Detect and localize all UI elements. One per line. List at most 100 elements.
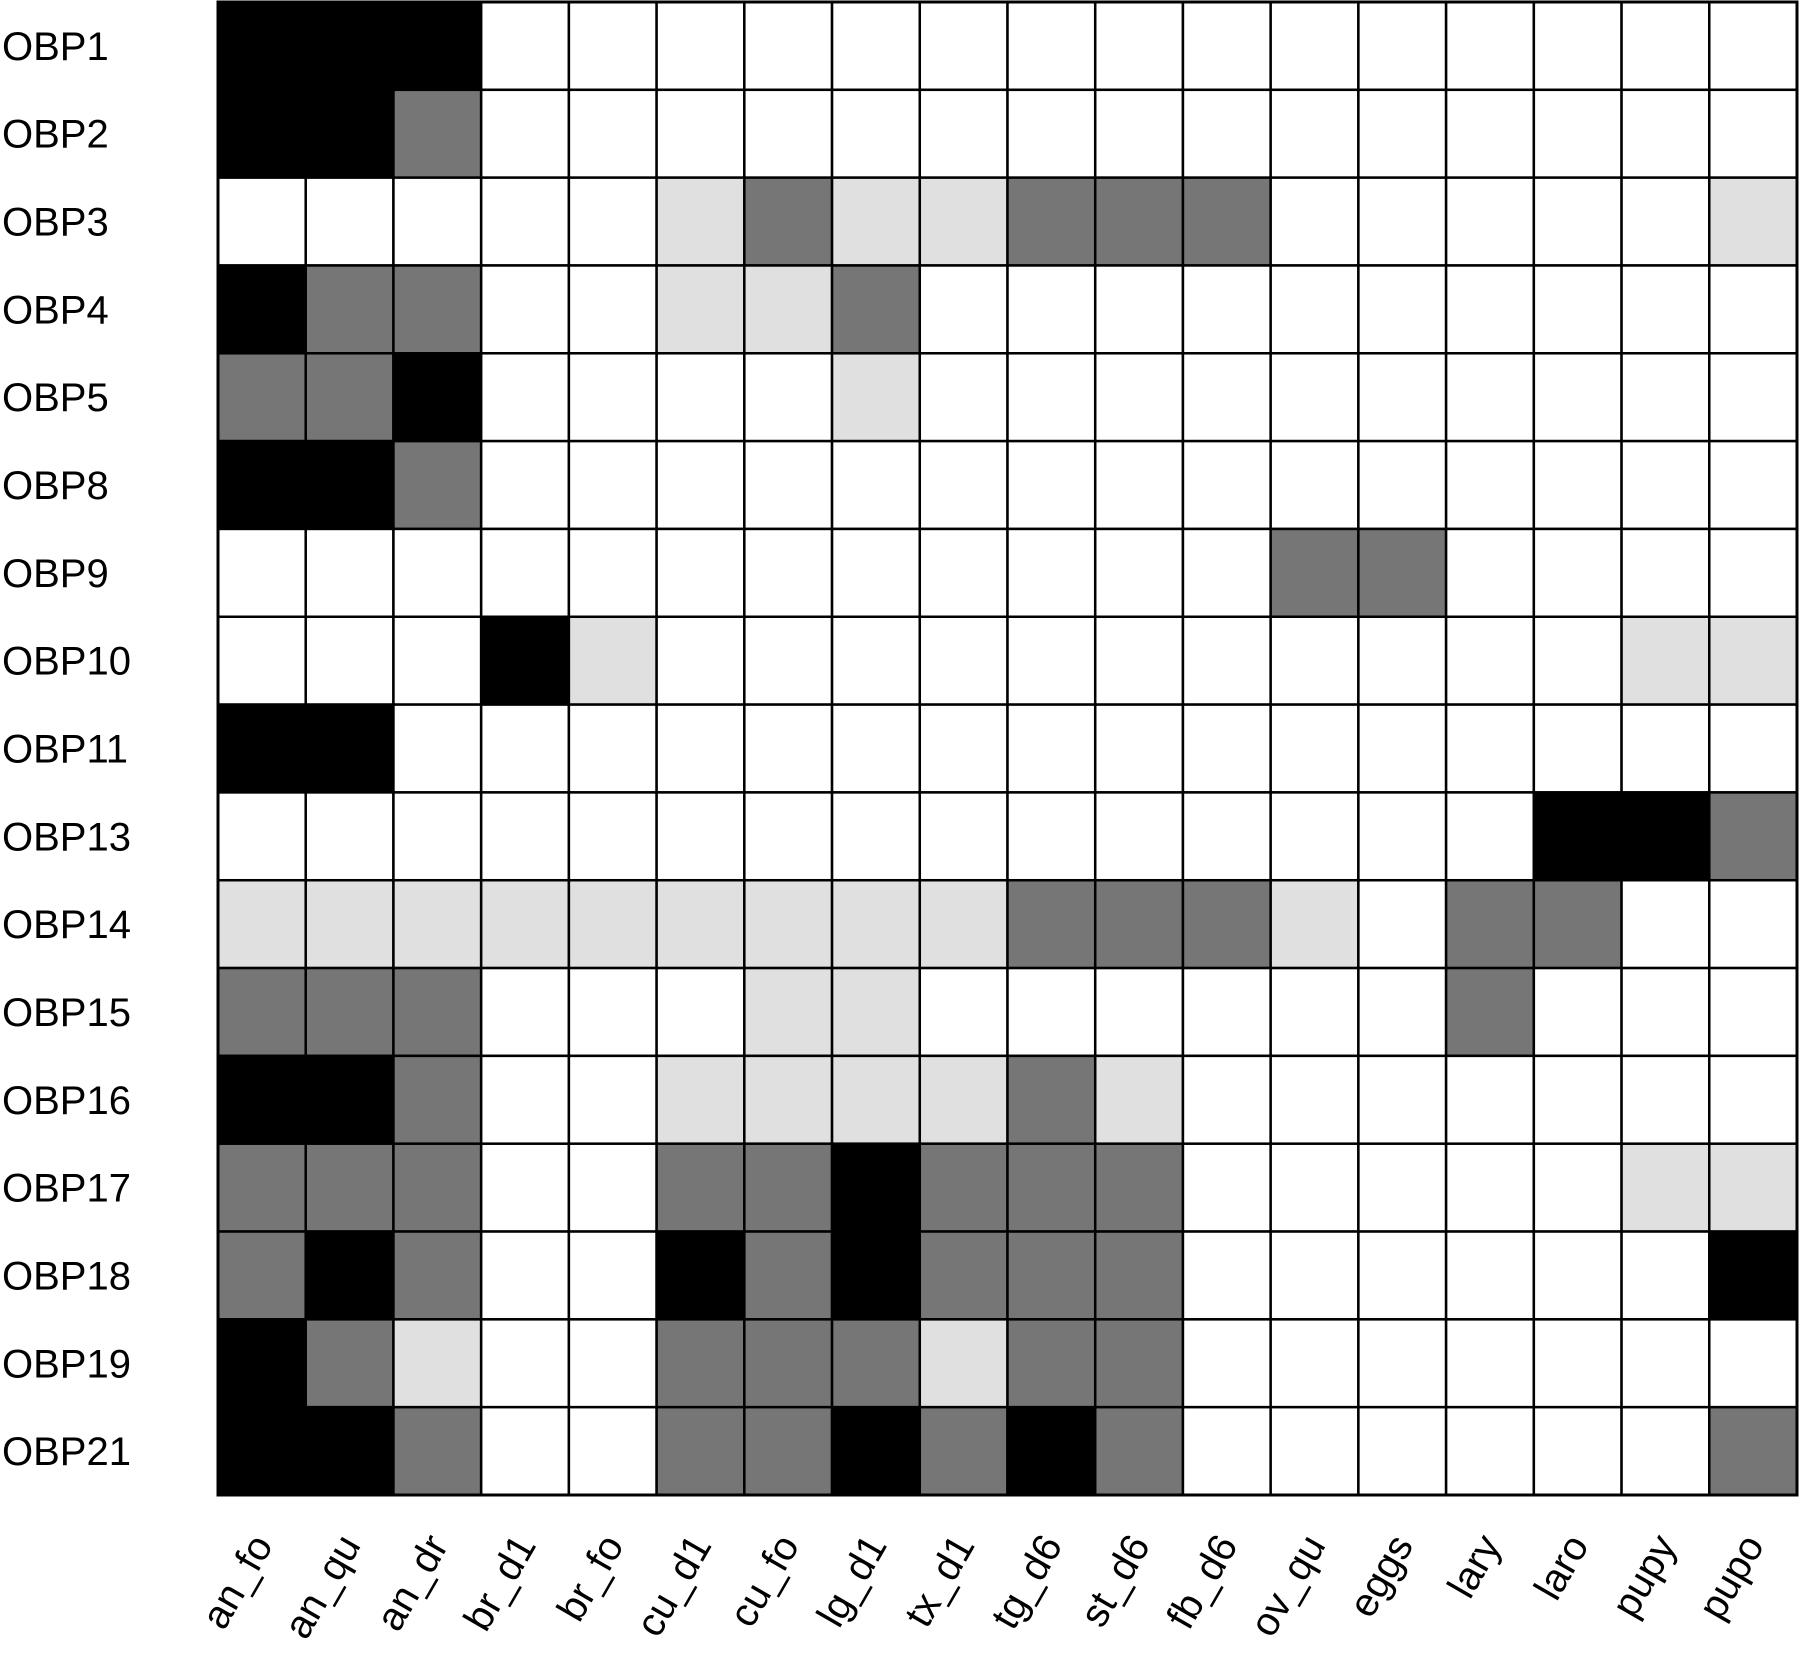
heatmap-cell-obp16-pupy xyxy=(1620,1054,1711,1145)
heatmap-cell-obp5-lg-d1 xyxy=(830,352,922,443)
heatmap-cell-obp11-an-fo xyxy=(216,703,307,794)
heatmap-cell-obp18-an-fo xyxy=(216,1230,307,1321)
heatmap-cell-obp14-fb-d6 xyxy=(1181,878,1272,970)
heatmap-cell-obp4-laro xyxy=(1532,264,1623,355)
heatmap-cell-obp8-br-d1 xyxy=(479,439,571,531)
heatmap-cell-obp3-pupo xyxy=(1708,176,1799,267)
heatmap-cell-obp5-fb-d6 xyxy=(1181,352,1272,443)
heatmap-cell-obp10-pupy xyxy=(1620,615,1711,706)
heatmap-cell-obp11-br-fo xyxy=(567,703,658,794)
heatmap-cell-obp19-laro xyxy=(1532,1318,1623,1409)
column-label-tg-d6: tg_d6 xyxy=(983,1528,1071,1637)
heatmap-cell-obp1-br-d1 xyxy=(479,0,571,92)
heatmap-cell-obp3-lary xyxy=(1444,176,1536,267)
heatmap-cell-obp18-pupy xyxy=(1620,1230,1711,1321)
heatmap-cell-obp13-tx-d1 xyxy=(918,791,1009,882)
heatmap-cell-obp14-br-d1 xyxy=(479,878,571,970)
heatmap-cell-obp19-pupo xyxy=(1708,1318,1799,1409)
heatmap-cell-obp17-cu-d1 xyxy=(655,1142,746,1233)
heatmap-cell-obp1-laro xyxy=(1532,0,1623,92)
heatmap-cell-obp16-lg-d1 xyxy=(830,1054,922,1145)
heatmap-cell-obp3-cu-fo xyxy=(743,176,834,267)
heatmap-cell-obp16-lary xyxy=(1444,1054,1536,1145)
heatmap-cell-obp5-tg-d6 xyxy=(1006,352,1097,443)
heatmap-cell-obp15-pupo xyxy=(1708,966,1799,1058)
heatmap-cell-obp3-pupy xyxy=(1620,176,1711,267)
heatmap-cell-obp21-laro xyxy=(1532,1405,1623,1497)
heatmap-cell-obp16-tg-d6 xyxy=(1006,1054,1097,1145)
heatmap-cell-obp15-an-fo xyxy=(216,966,307,1058)
heatmap-cell-obp19-lary xyxy=(1444,1318,1536,1409)
heatmap-cell-obp2-an-dr xyxy=(392,88,483,179)
heatmap-cell-obp1-tx-d1 xyxy=(918,0,1009,92)
heatmap-cell-obp8-an-qu xyxy=(304,439,395,531)
heatmap-cell-obp15-ov-qu xyxy=(1269,966,1360,1058)
heatmap-cell-obp11-st-d6 xyxy=(1093,703,1185,794)
heatmap-cell-obp3-eggs xyxy=(1357,176,1448,267)
heatmap-cell-obp19-cu-d1 xyxy=(655,1318,746,1409)
heatmap-cell-obp3-tx-d1 xyxy=(918,176,1009,267)
heatmap-cell-obp5-br-d1 xyxy=(479,352,571,443)
heatmap-cell-obp2-tg-d6 xyxy=(1006,88,1097,179)
heatmap-cell-obp5-an-qu xyxy=(304,352,395,443)
heatmap-cell-obp19-br-d1 xyxy=(479,1318,571,1409)
heatmap-cell-obp13-br-d1 xyxy=(479,791,571,882)
heatmap-cell-obp10-laro xyxy=(1532,615,1623,706)
heatmap-cell-obp16-br-fo xyxy=(567,1054,658,1145)
heatmap-cell-obp13-pupo xyxy=(1708,791,1799,882)
heatmap-cell-obp9-an-dr xyxy=(392,527,483,619)
heatmap-cell-obp8-an-fo xyxy=(216,439,307,531)
heatmap-cell-obp5-eggs xyxy=(1357,352,1448,443)
heatmap-cell-obp11-pupo xyxy=(1708,703,1799,794)
heatmap-cell-obp17-br-fo xyxy=(567,1142,658,1233)
heatmap-cell-obp5-pupo xyxy=(1708,352,1799,443)
heatmap-cell-obp15-cu-d1 xyxy=(655,966,746,1058)
heatmap-cell-obp21-eggs xyxy=(1357,1405,1448,1497)
heatmap-cell-obp14-st-d6 xyxy=(1093,878,1185,970)
heatmap-cell-obp10-lg-d1 xyxy=(830,615,922,706)
heatmap-cell-obp4-pupo xyxy=(1708,264,1799,355)
heatmap-cell-obp1-lg-d1 xyxy=(830,0,922,92)
heatmap-cell-obp18-br-fo xyxy=(567,1230,658,1321)
heatmap-cell-obp2-tx-d1 xyxy=(918,88,1009,179)
heatmap-cell-obp13-br-fo xyxy=(567,791,658,882)
heatmap-cell-obp21-ov-qu xyxy=(1269,1405,1360,1497)
heatmap-cell-obp4-an-dr xyxy=(392,264,483,355)
heatmap-cell-obp9-st-d6 xyxy=(1093,527,1185,619)
heatmap-cell-obp13-fb-d6 xyxy=(1181,791,1272,882)
heatmap-cell-obp10-tg-d6 xyxy=(1006,615,1097,706)
column-label-br-d1: br_d1 xyxy=(456,1528,545,1639)
heatmap-cell-obp14-ov-qu xyxy=(1269,878,1360,970)
heatmap-cell-obp8-cu-d1 xyxy=(655,439,746,531)
heatmap-cell-obp8-fb-d6 xyxy=(1181,439,1272,531)
heatmap-cell-obp5-pupy xyxy=(1620,352,1711,443)
heatmap-cell-obp15-pupy xyxy=(1620,966,1711,1058)
heatmap-cell-obp9-fb-d6 xyxy=(1181,527,1272,619)
heatmap-cell-obp17-ov-qu xyxy=(1269,1142,1360,1233)
heatmap-cell-obp17-tx-d1 xyxy=(918,1142,1009,1233)
heatmap-cell-obp18-tx-d1 xyxy=(918,1230,1009,1321)
row-label-obp19: OBP19 xyxy=(2,1342,131,1386)
heatmap-cell-obp19-br-fo xyxy=(567,1318,658,1409)
heatmap-cell-obp14-lary xyxy=(1444,878,1536,970)
heatmap-cell-obp11-lg-d1 xyxy=(830,703,922,794)
heatmap-cell-obp3-lg-d1 xyxy=(830,176,922,267)
heatmap-cell-obp17-fb-d6 xyxy=(1181,1142,1272,1233)
heatmap-cell-obp11-lary xyxy=(1444,703,1536,794)
heatmap-cell-obp1-st-d6 xyxy=(1093,0,1185,92)
heatmap-cell-obp11-laro xyxy=(1532,703,1623,794)
heatmap-cell-obp1-pupo xyxy=(1708,0,1799,92)
heatmap-cell-obp11-cu-fo xyxy=(743,703,834,794)
heatmap-cell-obp15-laro xyxy=(1532,966,1623,1058)
heatmap-cell-obp9-ov-qu xyxy=(1269,527,1360,619)
heatmap-cell-obp13-cu-d1 xyxy=(655,791,746,882)
heatmap-cell-obp8-lg-d1 xyxy=(830,439,922,531)
heatmap-cell-obp21-cu-d1 xyxy=(655,1405,746,1497)
heatmap-cell-obp18-ov-qu xyxy=(1269,1230,1360,1321)
heatmap-cell-obp16-laro xyxy=(1532,1054,1623,1145)
heatmap-cell-obp8-pupy xyxy=(1620,439,1711,531)
heatmap-cell-obp15-cu-fo xyxy=(743,966,834,1058)
heatmap-cell-obp10-an-qu xyxy=(304,615,395,706)
heatmap-cell-obp3-tg-d6 xyxy=(1006,176,1097,267)
